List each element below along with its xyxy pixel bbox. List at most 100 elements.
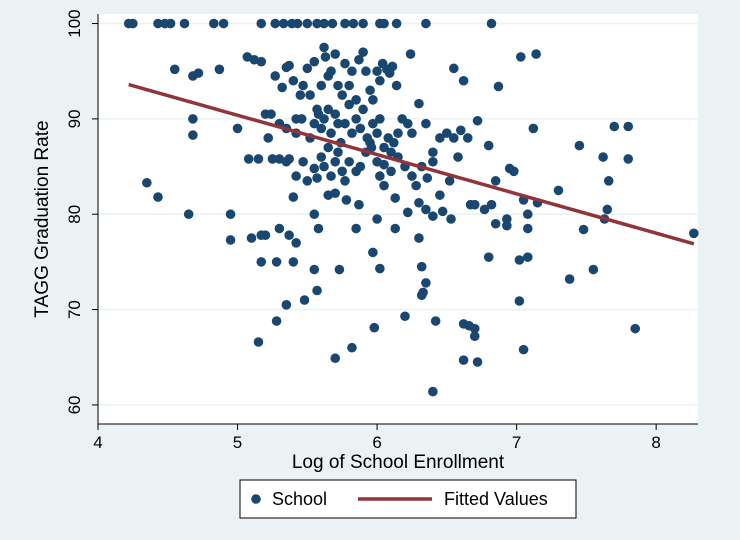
school-point (449, 63, 459, 74)
school-point (327, 18, 338, 29)
school-point (284, 230, 294, 241)
school-point (351, 95, 361, 105)
school-point (169, 64, 180, 75)
school-point (348, 18, 359, 29)
school-point (623, 121, 634, 132)
school-point (421, 278, 431, 288)
school-point (284, 154, 294, 164)
school-point (333, 118, 343, 129)
legend-school-marker (251, 494, 261, 504)
school-point (320, 52, 331, 62)
school-point (369, 322, 380, 333)
school-point (270, 71, 281, 81)
school-point (351, 114, 361, 124)
school-point (305, 90, 315, 100)
school-point (435, 133, 445, 143)
school-point (602, 204, 613, 215)
x-axis-title: Log of School Enrollment (292, 452, 505, 473)
school-point (428, 211, 438, 221)
school-point (266, 109, 276, 119)
school-point (323, 104, 334, 115)
school-point (437, 206, 448, 217)
school-point (418, 287, 428, 298)
school-point (284, 60, 294, 71)
school-point (319, 161, 329, 172)
school-point (390, 193, 401, 203)
school-point (414, 197, 424, 208)
school-point (188, 130, 198, 140)
school-point (334, 264, 345, 275)
x-tick-label: 5 (233, 433, 242, 452)
school-point (522, 209, 533, 220)
school-point (354, 54, 364, 65)
school-point (428, 147, 438, 158)
school-point (515, 52, 526, 62)
x-axis-ticks: 4 5 6 7 8 (93, 424, 661, 452)
school-point (486, 18, 497, 29)
school-point (375, 75, 385, 86)
school-point (522, 252, 533, 262)
school-point (341, 195, 352, 205)
school-point (292, 18, 303, 29)
school-point (330, 49, 341, 59)
school-point (347, 342, 357, 353)
y-axis-title: TAGG Graduation Rate (32, 120, 53, 317)
school-point (368, 118, 378, 129)
school-point (407, 171, 417, 181)
school-point (372, 66, 382, 77)
school-point (458, 75, 469, 86)
school-point (462, 133, 473, 143)
axes (97, 14, 698, 425)
school-point (368, 95, 378, 105)
school-point (256, 257, 267, 267)
school-point (472, 357, 483, 367)
school-point (302, 176, 313, 186)
school-point (225, 235, 236, 245)
school-point (355, 161, 366, 172)
school-point (340, 176, 350, 186)
school-point (553, 185, 564, 196)
school-point (574, 140, 585, 151)
school-point (465, 199, 476, 210)
school-point (142, 177, 152, 188)
school-point (372, 128, 382, 138)
school-point (351, 223, 361, 234)
y-tick-label: 70 (65, 300, 84, 319)
school-point (421, 204, 431, 215)
school-point (333, 80, 343, 91)
school-point (153, 18, 163, 29)
school-point (522, 223, 533, 234)
school-point (444, 176, 455, 186)
school-point (414, 98, 424, 109)
school-point (449, 133, 459, 143)
school-point (309, 163, 320, 174)
school-point (400, 311, 410, 322)
school-point (179, 18, 190, 29)
school-point (256, 56, 267, 67)
school-point (128, 18, 138, 29)
school-point (358, 104, 368, 115)
school-point (379, 180, 389, 191)
x-tick-label: 6 (372, 433, 381, 452)
school-point (209, 18, 219, 29)
school-point (402, 207, 413, 218)
school-point (330, 156, 341, 167)
school-point (358, 18, 368, 29)
school-point (316, 80, 327, 91)
school-point (347, 66, 357, 77)
school-point (609, 121, 620, 132)
legend-fitted-label: Fitted Values (444, 489, 548, 509)
school-point (379, 18, 389, 29)
school-point (458, 355, 469, 365)
school-point (453, 152, 463, 162)
school-point (330, 109, 341, 119)
school-point (509, 166, 519, 177)
school-point (528, 123, 539, 134)
school-point (291, 171, 301, 181)
school-point (430, 316, 441, 326)
school-point (483, 252, 494, 262)
school-point (368, 247, 378, 258)
school-point (531, 49, 541, 59)
legend: School Fitted Values (239, 479, 577, 519)
